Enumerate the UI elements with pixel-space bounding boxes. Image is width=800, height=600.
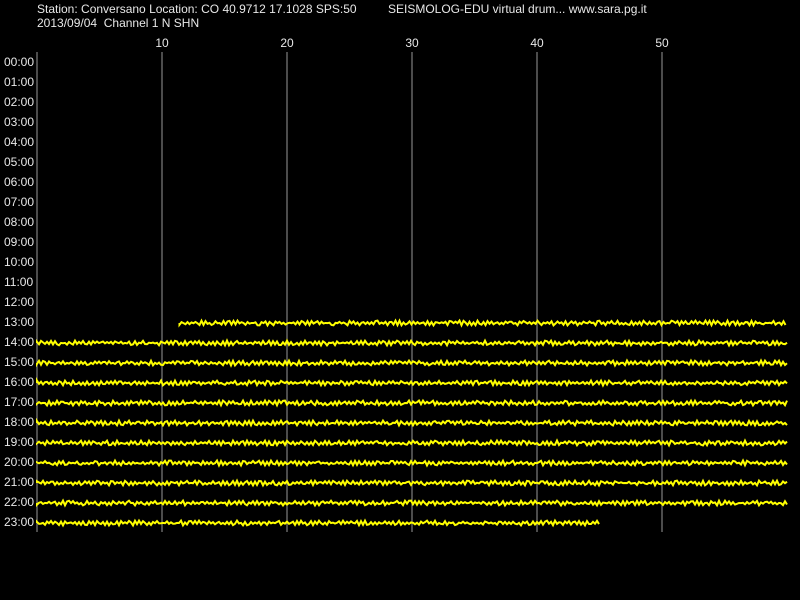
subtitle: SEISMOLOG-EDU virtual drum... www.sara.p… <box>388 2 647 16</box>
trace <box>36 478 788 488</box>
hour-label: 06:00 <box>4 175 34 189</box>
hour-label: 02:00 <box>4 95 34 109</box>
hour-label: 00:00 <box>4 55 34 69</box>
hour-label: 07:00 <box>4 195 34 209</box>
hour-label: 04:00 <box>4 135 34 149</box>
hour-label: 08:00 <box>4 215 34 229</box>
x-tick-label: 40 <box>530 36 544 50</box>
x-tick-label: 50 <box>655 36 669 50</box>
trace <box>36 498 788 508</box>
x-tick-label: 10 <box>155 36 169 50</box>
trace <box>36 438 788 448</box>
x-tick-label: 30 <box>405 36 419 50</box>
hour-label: 22:00 <box>4 495 34 509</box>
hour-label: 21:00 <box>4 475 34 489</box>
hour-label: 05:00 <box>4 155 34 169</box>
x-tick-label: 20 <box>280 36 294 50</box>
date-channel: 2013/09/04 Channel 1 N SHN <box>37 16 199 30</box>
hour-label: 03:00 <box>4 115 34 129</box>
hour-label: 16:00 <box>4 375 34 389</box>
trace <box>36 518 600 528</box>
hour-label: 01:00 <box>4 75 34 89</box>
hour-label: 11:00 <box>4 275 33 289</box>
station-info: Station: Conversano Location: CO 40.9712… <box>37 2 357 16</box>
trace <box>36 417 788 428</box>
hour-label: 14:00 <box>4 335 34 349</box>
trace <box>36 458 788 468</box>
hour-label: 13:00 <box>4 315 34 329</box>
hour-label: 20:00 <box>4 455 34 469</box>
trace <box>36 338 788 348</box>
trace <box>36 398 788 408</box>
trace <box>178 318 787 328</box>
hour-label: 10:00 <box>4 255 34 269</box>
hour-label: 18:00 <box>4 415 34 429</box>
hour-label: 17:00 <box>4 395 34 409</box>
hour-label: 12:00 <box>4 295 34 309</box>
hour-label: 23:00 <box>4 515 34 529</box>
hour-label: 09:00 <box>4 235 34 249</box>
hour-label: 19:00 <box>4 435 34 449</box>
trace <box>36 358 788 368</box>
hour-label: 15:00 <box>4 355 34 369</box>
trace <box>36 377 788 388</box>
